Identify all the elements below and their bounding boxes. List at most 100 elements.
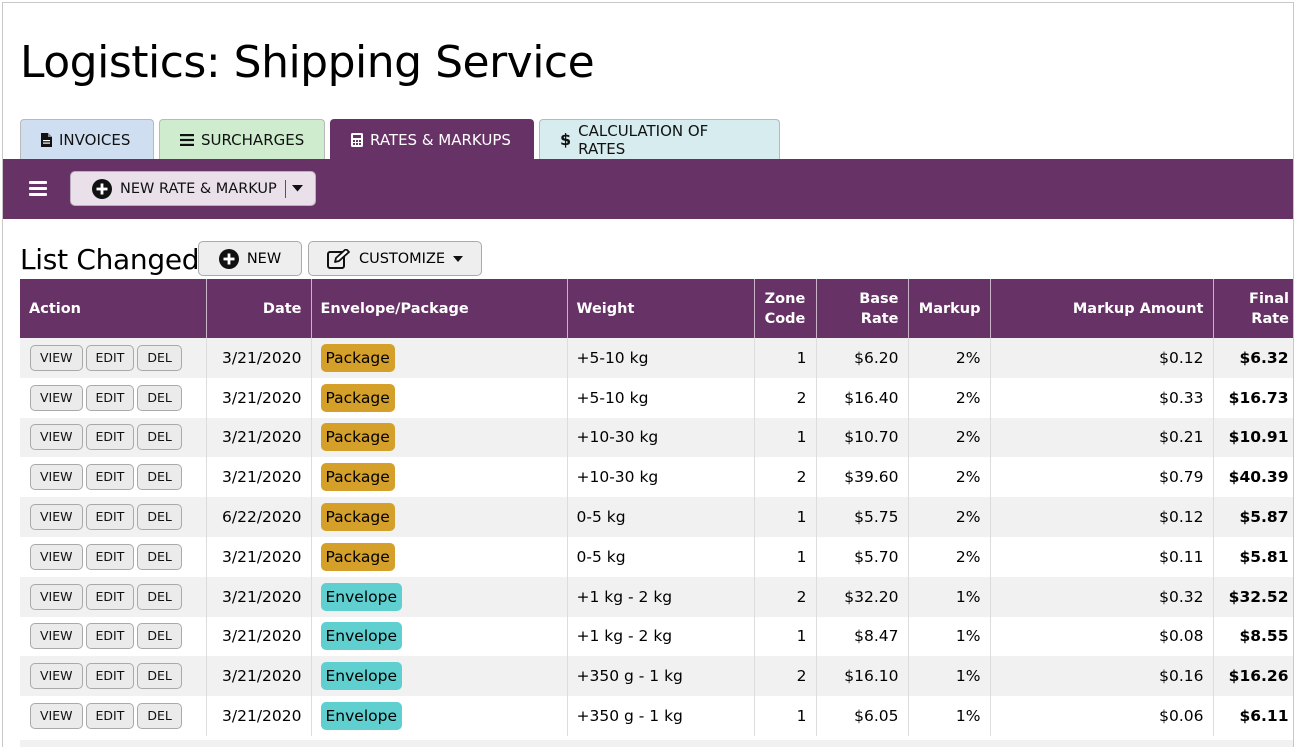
weight-cell: 0-5 kg	[567, 536, 755, 577]
edit-button[interactable]: EDIT	[85, 424, 135, 451]
date-cell: 3/21/2020	[206, 377, 312, 418]
weight-cell: +10-30 kg	[567, 457, 755, 498]
delete-button[interactable]: DEL	[137, 504, 182, 531]
header-zone-code[interactable]: Zone Code	[754, 279, 817, 338]
markup-cell: 1%	[908, 696, 991, 736]
action-cell: VIEW EDIT DEL	[20, 457, 207, 498]
edit-button[interactable]: EDIT	[85, 623, 135, 650]
edit-button[interactable]: EDIT	[85, 344, 135, 371]
view-button[interactable]: VIEW	[30, 663, 83, 690]
delete-button[interactable]: DEL	[137, 344, 182, 371]
type-cell: Package	[311, 536, 568, 577]
new-label: NEW	[246, 250, 282, 267]
base-rate-cell: $5.75	[816, 497, 909, 537]
view-button[interactable]: VIEW	[30, 344, 83, 371]
tab-surcharges[interactable]: SURCHARGES	[159, 119, 325, 159]
date-cell: 3/21/2020	[206, 616, 312, 657]
delete-button[interactable]: DEL	[137, 384, 182, 411]
type-badge: Envelope	[320, 662, 402, 691]
new-rate-label: NEW RATE & MARKUP	[120, 180, 277, 197]
caret-down-icon[interactable]	[291, 185, 303, 192]
header-base-rate[interactable]: Base Rate	[816, 279, 909, 338]
final-rate-cell: $16.73	[1213, 377, 1293, 418]
weight-cell: +10-30 kg	[567, 417, 755, 458]
table-row: VIEW EDIT DEL 3/21/2020 Envelope +350 g - 1 k…	[20, 656, 1293, 697]
markup-cell: 1%	[908, 616, 991, 657]
type-cell: Package	[311, 497, 568, 537]
edit-button[interactable]: EDIT	[85, 663, 135, 690]
final-rate-cell: $10.91	[1213, 417, 1293, 458]
base-rate-cell: $39.60	[816, 457, 909, 498]
type-badge: Package	[320, 383, 395, 412]
type-cell: Envelope	[311, 696, 568, 736]
customize-button[interactable]: CUSTOMIZE	[308, 241, 482, 276]
hamburger-menu-icon[interactable]	[29, 181, 47, 197]
edit-button[interactable]: EDIT	[85, 703, 135, 730]
final-rate-cell: $5.81	[1213, 536, 1293, 577]
delete-button[interactable]: DEL	[137, 663, 182, 690]
date-cell: 3/21/2020	[206, 656, 312, 697]
rates-table: Action Date Envelope/Package Weight Zone…	[20, 279, 1293, 736]
type-cell: Package	[311, 377, 568, 418]
action-cell: VIEW EDIT DEL	[20, 417, 207, 458]
markup-amount-cell: $0.11	[990, 536, 1214, 577]
header-date[interactable]: Date	[206, 279, 312, 338]
edit-button[interactable]: EDIT	[85, 384, 135, 411]
edit-button[interactable]: EDIT	[85, 464, 135, 491]
date-cell: 6/22/2020	[206, 497, 312, 537]
type-cell: Envelope	[311, 576, 568, 617]
header-markup[interactable]: Markup	[908, 279, 991, 338]
weight-cell: +350 g - 1 kg	[567, 696, 755, 736]
list-icon	[180, 133, 194, 146]
edit-button[interactable]: EDIT	[85, 583, 135, 610]
markup-cell: 2%	[908, 417, 991, 458]
header-markup-amount[interactable]: Markup Amount	[990, 279, 1214, 338]
new-button[interactable]: NEW	[198, 241, 302, 276]
action-cell: VIEW EDIT DEL	[20, 338, 207, 378]
base-rate-cell: $16.10	[816, 656, 909, 697]
view-button[interactable]: VIEW	[30, 623, 83, 650]
markup-cell: 2%	[908, 457, 991, 498]
delete-button[interactable]: DEL	[137, 703, 182, 730]
zone-cell: 1	[754, 696, 817, 736]
markup-cell: 1%	[908, 656, 991, 697]
delete-button[interactable]: DEL	[137, 623, 182, 650]
header-action[interactable]: Action	[20, 279, 207, 338]
edit-button[interactable]: EDIT	[85, 543, 135, 570]
view-button[interactable]: VIEW	[30, 504, 83, 531]
view-button[interactable]: VIEW	[30, 703, 83, 730]
header-final-rate[interactable]: Final Rate	[1213, 279, 1293, 338]
view-button[interactable]: VIEW	[30, 424, 83, 451]
header-envelope-package[interactable]: Envelope/Package	[311, 279, 568, 338]
tab-rates-markups[interactable]: RATES & MARKUPS	[330, 119, 534, 159]
view-button[interactable]: VIEW	[30, 384, 83, 411]
final-rate-cell: $5.87	[1213, 497, 1293, 537]
action-cell: VIEW EDIT DEL	[20, 497, 207, 537]
view-button[interactable]: VIEW	[30, 543, 83, 570]
zone-cell: 1	[754, 338, 817, 378]
table-row: VIEW EDIT DEL 3/21/2020 Envelope +350 g - 1 k…	[20, 696, 1293, 736]
delete-button[interactable]: DEL	[137, 464, 182, 491]
delete-button[interactable]: DEL	[137, 424, 182, 451]
new-rate-markup-button[interactable]: NEW RATE & MARKUP	[70, 171, 316, 206]
zone-cell: 2	[754, 377, 817, 418]
view-button[interactable]: VIEW	[30, 583, 83, 610]
calculator-icon	[351, 132, 363, 147]
base-rate-cell: $16.40	[816, 377, 909, 418]
delete-button[interactable]: DEL	[137, 543, 182, 570]
edit-button[interactable]: EDIT	[85, 504, 135, 531]
tab-invoices[interactable]: INVOICES	[20, 119, 154, 159]
page-title: Logistics: Shipping Service	[20, 37, 595, 88]
type-badge: Package	[320, 542, 395, 571]
tab-calculation-of-rates[interactable]: $ CALCULATION OF RATES	[539, 119, 780, 159]
date-cell: 3/21/2020	[206, 457, 312, 498]
view-button[interactable]: VIEW	[30, 464, 83, 491]
markup-amount-cell: $0.33	[990, 377, 1214, 418]
date-cell: 3/21/2020	[206, 576, 312, 617]
toolbar: NEW RATE & MARKUP	[3, 159, 1293, 219]
delete-button[interactable]: DEL	[137, 583, 182, 610]
caret-down-icon	[453, 255, 464, 262]
final-rate-cell: $6.32	[1213, 338, 1293, 378]
header-weight[interactable]: Weight	[567, 279, 755, 338]
base-rate-cell: $10.70	[816, 417, 909, 458]
